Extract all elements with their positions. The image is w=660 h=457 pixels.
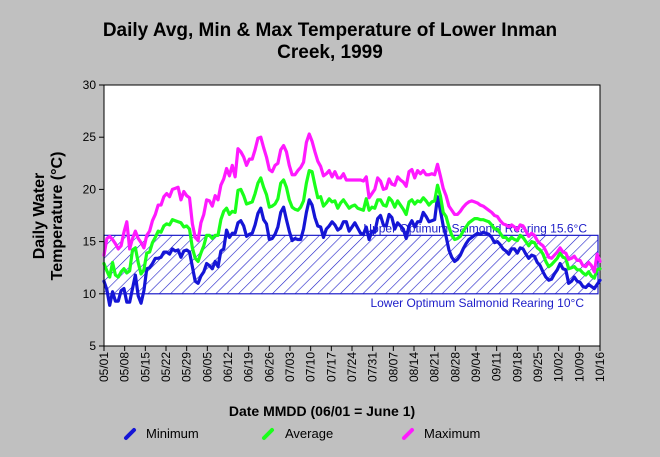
legend-swatch-minimum xyxy=(124,428,136,440)
legend-item-average: Average xyxy=(262,426,333,441)
x-tick-label: 10/09 xyxy=(572,352,586,382)
x-tick-label: 07/31 xyxy=(366,352,380,382)
x-tick-label: 09/04 xyxy=(469,352,483,382)
chart-title-line-2: Creek, 1999 xyxy=(277,42,383,63)
x-tick-label: 09/25 xyxy=(531,352,545,382)
x-tick-label: 08/28 xyxy=(448,352,462,382)
x-tick-label: 08/07 xyxy=(386,352,400,382)
x-tick-label: 10/16 xyxy=(593,352,607,382)
x-tick-label: 06/26 xyxy=(262,352,276,382)
legend-label-maximum: Maximum xyxy=(424,426,480,441)
y-tick-label: 15 xyxy=(83,235,97,249)
legend-label-average: Average xyxy=(285,426,333,441)
legend-item-minimum: Minimum xyxy=(124,426,199,441)
lower-optimum-label: Lower Optimum Salmonid Rearing 10°C xyxy=(370,296,584,310)
legend-swatch-maximum xyxy=(402,428,414,440)
x-tick-label: 07/10 xyxy=(304,352,318,382)
x-tick-label: 10/02 xyxy=(552,352,566,382)
plot-area xyxy=(103,84,601,347)
y-tick-label: 10 xyxy=(83,287,97,301)
y-axis-title-line-1: Daily Water xyxy=(31,173,48,260)
x-tick-label: 09/18 xyxy=(510,352,524,382)
y-tick-label: 20 xyxy=(83,182,97,196)
legend-label-minimum: Minimum xyxy=(146,426,199,441)
x-tick-label: 09/11 xyxy=(490,352,504,381)
legend-item-maximum: Maximum xyxy=(402,426,480,441)
x-tick-label: 07/24 xyxy=(345,352,359,382)
x-tick-label: 05/01 xyxy=(97,352,111,382)
x-tick-label: 05/15 xyxy=(138,352,152,382)
x-tick-label: 08/21 xyxy=(428,352,442,382)
x-tick-label: 07/03 xyxy=(283,352,297,382)
legend-swatch-average xyxy=(262,428,274,440)
x-tick-label: 05/22 xyxy=(159,352,173,382)
chart-title-line-1: Daily Avg, Min & Max Temperature of Lowe… xyxy=(103,20,557,41)
series-line-average xyxy=(102,169,602,280)
x-tick-label: 08/14 xyxy=(407,352,421,382)
y-tick-label: 25 xyxy=(83,130,97,144)
series-line-maximum xyxy=(102,132,602,274)
x-axis-title: Date MMDD (06/01 = June 1) xyxy=(229,403,415,419)
x-tick-label: 06/12 xyxy=(221,352,235,382)
series-line-minimum xyxy=(102,195,602,307)
legend: Minimum Average Maximum xyxy=(124,426,480,441)
y-tick-label: 30 xyxy=(83,78,97,92)
optimum-rearing-band xyxy=(103,234,599,295)
x-tick-label: 05/08 xyxy=(118,352,132,382)
x-tick-label: 06/19 xyxy=(242,352,256,382)
x-tick-label: 05/29 xyxy=(180,352,194,382)
x-tick-label: 07/17 xyxy=(324,352,338,382)
y-axis-title-line-2: Temperature (°C) xyxy=(49,152,66,281)
x-tick-label: 06/05 xyxy=(200,352,214,382)
y-tick-label: 5 xyxy=(89,339,96,353)
